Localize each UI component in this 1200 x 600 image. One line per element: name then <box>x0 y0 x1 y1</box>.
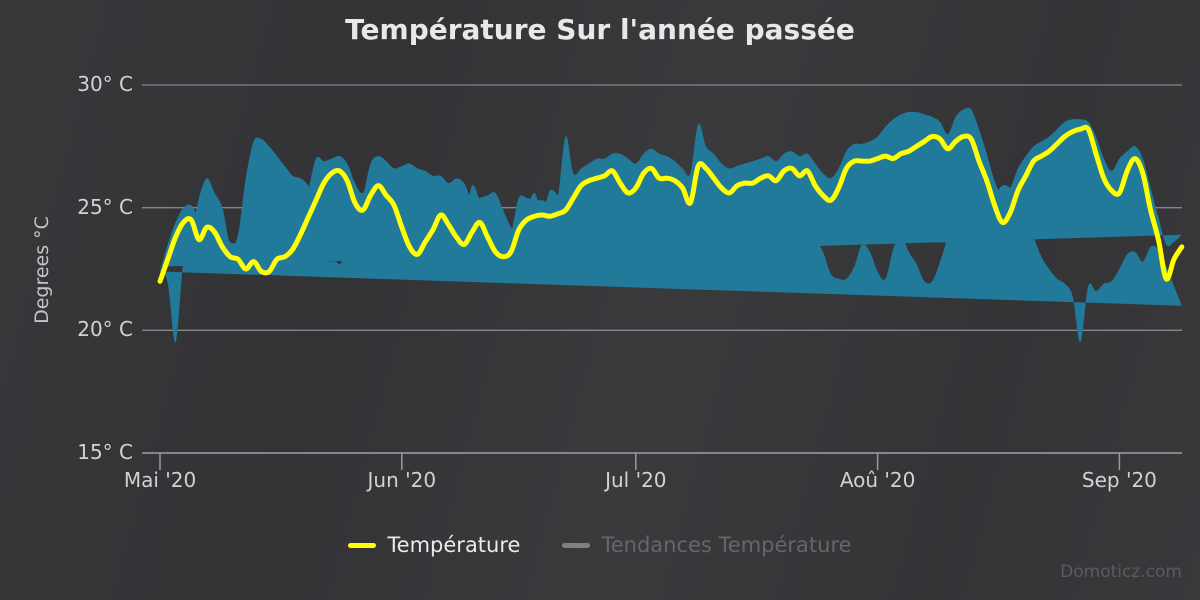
y-axis-tick-label: 15° C <box>77 440 133 464</box>
legend-item-temperature[interactable]: Température <box>348 533 520 557</box>
y-axis-tick-label: 20° C <box>77 317 133 342</box>
legend-label-temperature: Température <box>387 533 521 557</box>
legend-label-tendances-temperature: Tendances Température <box>601 533 852 557</box>
temperature-range-band <box>160 107 1182 343</box>
legend: Température Tendances Température <box>0 533 1200 557</box>
y-axis-title: Degrees °C <box>31 216 53 324</box>
x-axis-tick-label: Aoû '20 <box>839 468 916 492</box>
x-axis-tick-label: Sep '20 <box>1081 468 1157 492</box>
y-axis-tick-label: 30° C <box>77 72 133 96</box>
legend-item-tendances-temperature[interactable]: Tendances Température <box>562 533 852 557</box>
x-axis-tick-label: Jun '20 <box>367 468 437 492</box>
watermark-link[interactable]: Domoticz.com <box>1060 562 1182 582</box>
chart-title: Température Sur l'année passée <box>345 13 855 46</box>
x-axis-tick-label: Mai '20 <box>123 468 197 492</box>
temperature-series-swatch <box>348 542 377 548</box>
tendances-series-swatch <box>562 542 591 548</box>
x-axis-tick-label: Jul '20 <box>605 468 667 492</box>
temperature-line <box>157 124 1185 284</box>
y-axis-tick-label: 25° C <box>77 194 133 219</box>
